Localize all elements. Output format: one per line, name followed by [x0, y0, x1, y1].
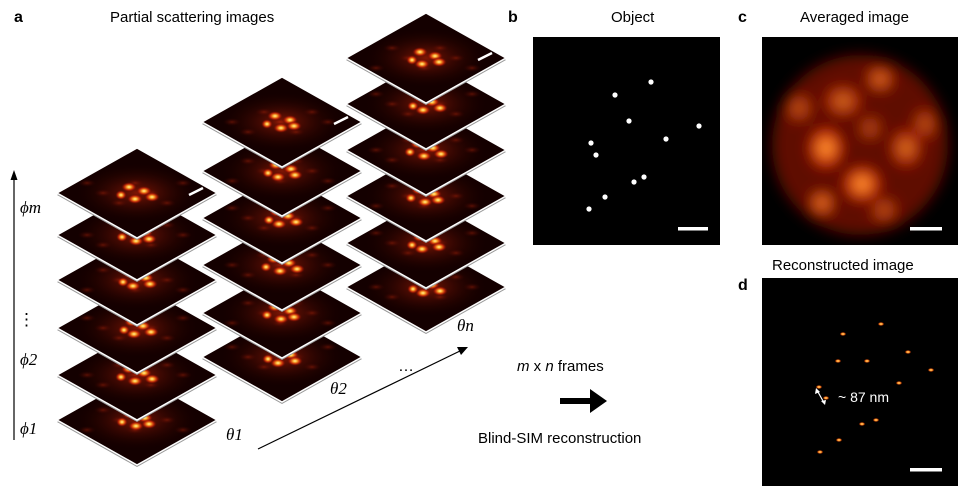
- object-point: [696, 123, 702, 129]
- panel-title-d: Reconstructed image: [772, 257, 914, 274]
- object-panel: [533, 37, 720, 245]
- reconstructed-point: [863, 359, 871, 363]
- phi-1-label: ϕ1: [20, 419, 37, 438]
- frames-caption: m x n frames: [517, 358, 604, 375]
- reconstructed-point: [877, 322, 885, 326]
- phi-vdots: ⋮: [18, 310, 35, 329]
- theta-n-label: θn: [457, 316, 474, 335]
- reconstructed-point: [904, 350, 912, 354]
- averaged-blobs: [772, 55, 948, 235]
- right-arrow-icon: [560, 389, 607, 413]
- phi-axis: ϕm ⋮ ϕ2 ϕ1: [10, 170, 41, 440]
- averaged-blob: [911, 106, 939, 142]
- reconstructed-point: [835, 438, 843, 442]
- resolution-label: ~ 87 nm: [838, 389, 889, 405]
- reconstruction-caption: Blind-SIM reconstruction: [478, 430, 641, 447]
- averaged-blob: [840, 164, 884, 204]
- averaged-blob: [806, 124, 846, 172]
- panel-letter-c: c: [738, 9, 747, 26]
- double-arrow-icon: [815, 388, 826, 405]
- reconstructed-point: [872, 418, 880, 422]
- scattering-frame: [200, 125, 364, 218]
- phi-2-label: ϕ2: [20, 350, 38, 369]
- reconstructed-dots: [815, 322, 935, 454]
- object-point: [593, 152, 599, 158]
- panel-letter-b: b: [508, 9, 518, 26]
- svg-text:m x n frames: m x n frames: [517, 358, 604, 375]
- object-point: [663, 136, 669, 142]
- averaged-blob: [864, 65, 896, 93]
- object-point: [602, 194, 608, 200]
- theta-1-label: θ1: [226, 425, 243, 444]
- scattering-frame: [344, 12, 508, 105]
- panel-title-c: Averaged image: [800, 9, 909, 26]
- object-point: [588, 140, 594, 146]
- panel-letter-d: d: [738, 277, 748, 294]
- averaged-blob: [808, 189, 836, 217]
- averaged-blob: [783, 92, 815, 124]
- theta-hdots: …: [398, 358, 414, 375]
- object-point: [612, 92, 618, 98]
- reconstructed-point: [834, 359, 842, 363]
- reconstructed-panel: ~ 87 nm: [762, 278, 958, 486]
- scattering-frame: [200, 76, 364, 169]
- object-point: [641, 174, 647, 180]
- scattering-frame: [200, 267, 364, 360]
- object-point: [648, 79, 654, 85]
- reconstructed-point: [839, 332, 847, 336]
- panel-title-a: Partial scattering images: [110, 9, 274, 26]
- object-point: [631, 179, 637, 185]
- theta-axis: θ1 θ2 … θn: [226, 316, 474, 450]
- panel-title-b: Object: [611, 9, 655, 26]
- reconstructed-point: [822, 396, 830, 400]
- scale-bar-c: [910, 227, 942, 231]
- reconstructed-point: [858, 422, 866, 426]
- averaged-blob: [856, 114, 884, 142]
- object-point: [586, 206, 592, 212]
- object-dots: [586, 79, 702, 212]
- scale-bar-d: [910, 468, 942, 472]
- averaged-panel: [762, 37, 958, 245]
- panel-letter-a: a: [14, 9, 23, 26]
- scattering-image-stacks: [55, 12, 508, 467]
- phi-m-label: ϕm: [20, 198, 41, 217]
- averaged-blob: [868, 196, 900, 224]
- theta-2-label: θ2: [330, 379, 347, 398]
- scattering-frame: [55, 282, 219, 375]
- averaged-blob: [821, 83, 865, 119]
- scale-bar-b: [678, 227, 708, 231]
- scattering-frame: [55, 147, 219, 240]
- reconstructed-point: [815, 385, 823, 389]
- reconstructed-point: [816, 450, 824, 454]
- reconstructed-point: [927, 368, 935, 372]
- averaged-blob: [888, 126, 924, 170]
- reconstructed-point: [895, 381, 903, 385]
- object-point: [626, 118, 632, 124]
